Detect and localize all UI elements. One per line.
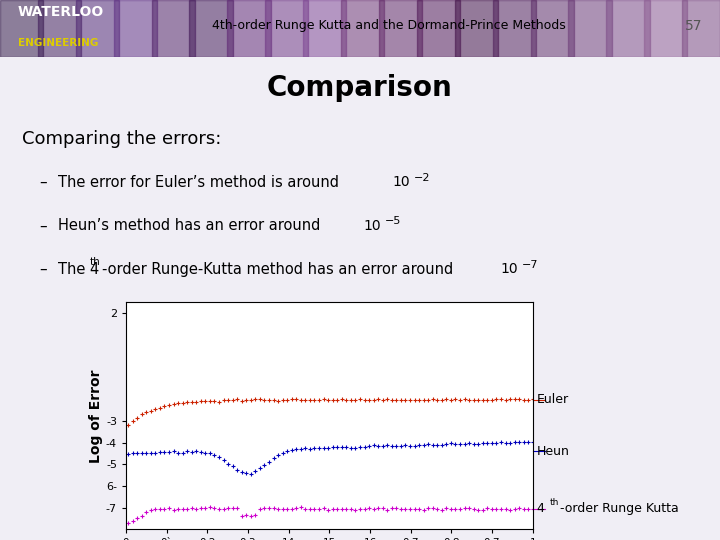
Text: Comparison: Comparison	[267, 74, 453, 102]
Bar	[152, 0, 195, 57]
Text: −7: −7	[522, 260, 539, 269]
Text: 10: 10	[364, 219, 381, 233]
Text: -order Runge-Kutta method has an error around: -order Runge-Kutta method has an error a…	[102, 262, 458, 277]
Text: Euler: Euler	[536, 393, 569, 406]
Text: The 4: The 4	[58, 262, 99, 277]
Bar	[455, 0, 498, 57]
Text: ENGINEERING: ENGINEERING	[18, 37, 99, 48]
Bar	[303, 0, 346, 57]
Bar	[228, 0, 271, 57]
Text: –: –	[40, 262, 48, 277]
Bar	[568, 0, 611, 57]
Text: −5: −5	[385, 216, 402, 226]
Bar	[492, 0, 536, 57]
Bar	[114, 0, 157, 57]
Bar	[379, 0, 422, 57]
Text: 4th-order Runge Kutta and the Dormand-Prince Methods: 4th-order Runge Kutta and the Dormand-Pr…	[212, 19, 566, 32]
Text: −2: −2	[414, 172, 431, 183]
Text: 4: 4	[536, 502, 544, 515]
Bar	[76, 0, 119, 57]
Y-axis label: Log of Error: Log of Error	[89, 369, 103, 463]
Text: 10: 10	[392, 176, 410, 190]
Text: Heun’s method has an error around: Heun’s method has an error around	[58, 218, 325, 233]
Text: Heun: Heun	[536, 445, 570, 458]
Bar	[531, 0, 574, 57]
Text: th: th	[549, 498, 559, 507]
Text: -order Runge Kutta: -order Runge Kutta	[560, 502, 679, 515]
Text: Comparing the errors:: Comparing the errors:	[22, 130, 221, 148]
Text: th: th	[89, 257, 100, 267]
Text: 57: 57	[685, 18, 702, 32]
Bar	[265, 0, 308, 57]
Text: 10: 10	[500, 262, 518, 276]
Text: WATERLOO: WATERLOO	[18, 5, 104, 19]
Bar	[417, 0, 460, 57]
Bar	[606, 0, 649, 57]
Bar	[189, 0, 233, 57]
Bar	[682, 0, 720, 57]
Text: –: –	[40, 175, 48, 190]
Bar	[0, 0, 43, 57]
Bar	[341, 0, 384, 57]
Text: –: –	[40, 218, 48, 233]
Bar	[38, 0, 81, 57]
Bar	[644, 0, 688, 57]
Text: The error for Euler’s method is around: The error for Euler’s method is around	[58, 175, 343, 190]
